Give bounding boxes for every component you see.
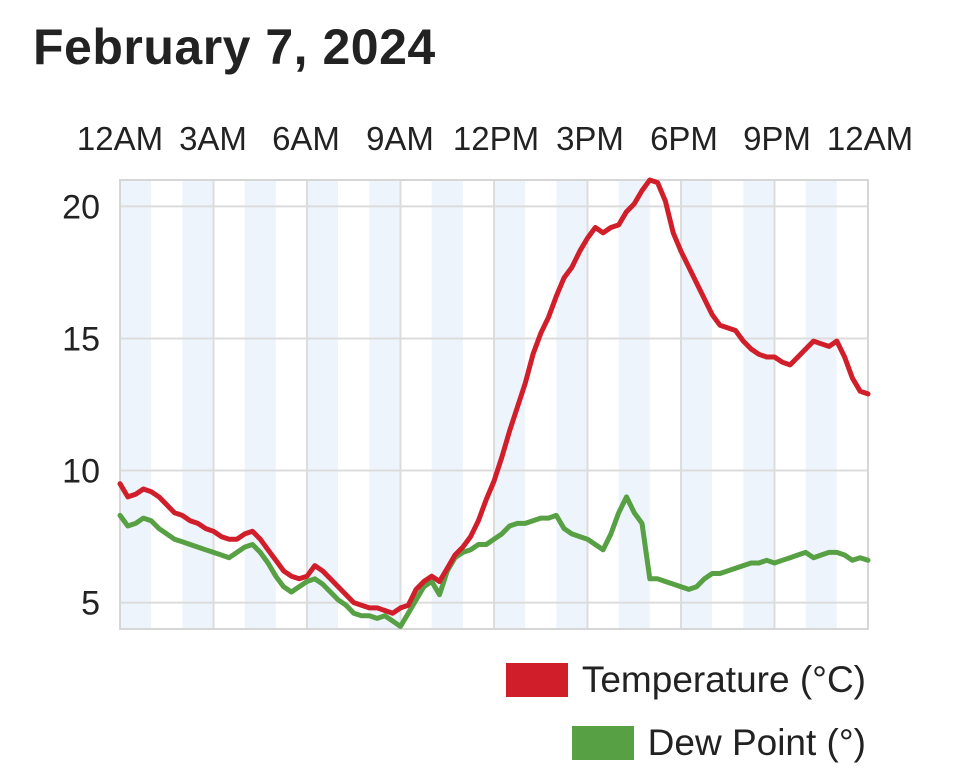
dew-point-legend-label: Dew Point (°) <box>647 722 866 763</box>
legend-item-temperature: Temperature (°C) <box>505 658 866 702</box>
page-title: February 7, 2024 <box>33 19 436 75</box>
x-tick-label: 3PM <box>556 120 624 157</box>
x-tick-label: 9AM <box>366 120 434 157</box>
hour-band <box>307 180 339 629</box>
hour-band <box>213 180 245 629</box>
y-tick-label: 15 <box>62 320 100 358</box>
hour-band <box>338 180 370 629</box>
hour-band <box>712 180 744 629</box>
y-tick-label: 5 <box>81 585 100 623</box>
hour-band <box>805 180 837 629</box>
hour-band <box>587 180 619 629</box>
hour-band <box>182 180 214 629</box>
temperature-line <box>117 177 871 616</box>
x-axis-tick-labels: 12AM 3AM 6AM 9AM 12PM 3PM 6PM 9PM 12AM <box>77 120 913 157</box>
hour-band <box>681 180 713 629</box>
temperature-legend-label: Temperature (°C) <box>581 659 866 700</box>
x-tick-label: 6PM <box>650 120 718 157</box>
y-tick-label: 20 <box>62 188 100 226</box>
hour-band <box>743 180 775 629</box>
hour-band <box>369 180 401 629</box>
hour-band <box>120 180 152 629</box>
plot-frame <box>119 179 869 630</box>
x-tick-label: 12AM <box>827 120 913 157</box>
legend-item-dew-point: Dew Point (°) <box>571 721 866 765</box>
temperature-swatch <box>505 663 568 697</box>
hour-band <box>462 180 494 629</box>
y-axis-tick-labels: 5 10 15 20 <box>62 188 100 622</box>
series-lines <box>117 177 871 629</box>
hour-band <box>649 180 681 629</box>
hour-band <box>556 180 588 629</box>
dew-point-swatch <box>571 726 634 760</box>
dew-point-line <box>117 494 871 629</box>
x-tick-label: 12PM <box>453 120 539 157</box>
x-tick-label: 3AM <box>179 120 247 157</box>
hour-band <box>431 180 463 629</box>
x-tick-label: 12AM <box>77 120 163 157</box>
y-tick-label: 10 <box>62 453 100 491</box>
x-tick-label: 9PM <box>743 120 811 157</box>
hour-band <box>151 180 183 629</box>
hour-band <box>400 180 432 629</box>
x-tick-label: 6AM <box>272 120 340 157</box>
hour-band <box>275 180 307 629</box>
hour-band <box>244 180 276 629</box>
alternating-hour-bands <box>120 180 868 629</box>
hour-band <box>525 180 557 629</box>
